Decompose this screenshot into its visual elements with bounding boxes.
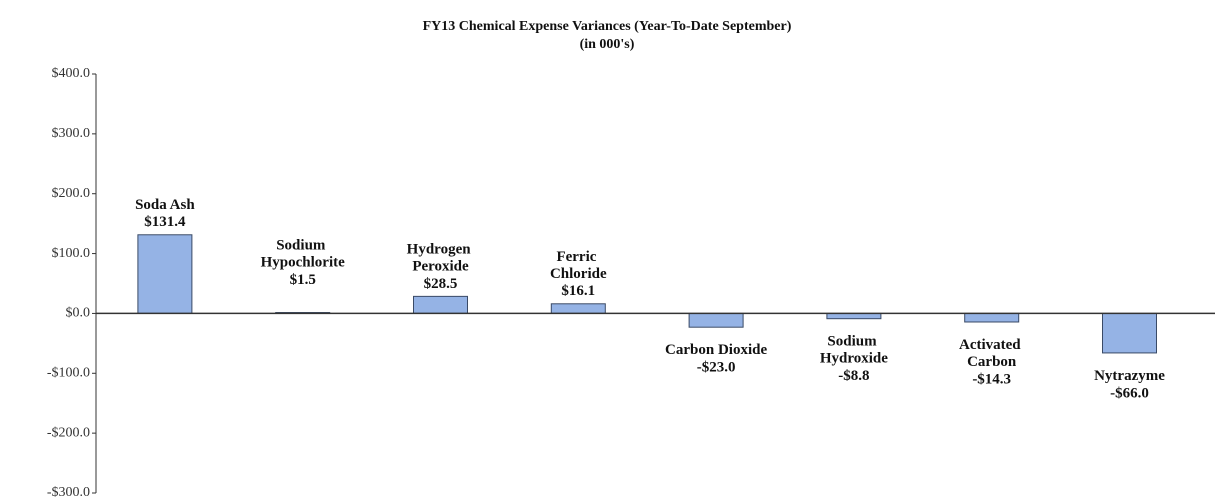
value-label: $16.1	[561, 283, 595, 299]
y-tick-label: $0.0	[66, 306, 91, 321]
category-label: Ferric Chloride	[550, 249, 607, 282]
category-label: Sodium Hydroxide	[820, 334, 888, 367]
category-label: Nytrazyme	[1094, 368, 1165, 384]
value-label: -$14.3	[972, 371, 1011, 387]
chart-title: FY13 Chemical Expense Variances (Year-To…	[423, 19, 792, 34]
bar	[688, 312, 744, 328]
y-tick-label: $300.0	[52, 126, 91, 141]
value-label: -$66.0	[1110, 385, 1149, 401]
bar	[964, 312, 1020, 323]
y-tick-label: -$100.0	[47, 366, 90, 381]
y-tick-label: -$300.0	[47, 485, 90, 500]
value-label: $1.5	[290, 272, 316, 288]
y-tick-label: $400.0	[52, 66, 91, 81]
category-label: Activated Carbon	[959, 337, 1024, 370]
bar	[413, 295, 468, 314]
category-label: Carbon Dioxide	[665, 343, 767, 359]
bar	[550, 303, 606, 314]
category-label: Soda Ash	[135, 197, 195, 213]
value-label: -$8.8	[838, 368, 869, 384]
category-label: Hydrogen Peroxide	[407, 242, 475, 275]
value-label: $131.4	[144, 214, 186, 230]
value-label: $28.5	[424, 276, 458, 292]
value-label: -$23.0	[697, 360, 736, 376]
bar	[826, 312, 882, 320]
chart-subtitle: (in 000's)	[580, 37, 635, 52]
y-tick-label: -$200.0	[47, 425, 90, 440]
bar	[137, 234, 193, 314]
y-tick-label: $100.0	[52, 246, 91, 261]
y-tick-label: $200.0	[52, 186, 91, 201]
bar	[1102, 312, 1157, 354]
category-label: Sodium Hypochlorite	[261, 238, 345, 271]
